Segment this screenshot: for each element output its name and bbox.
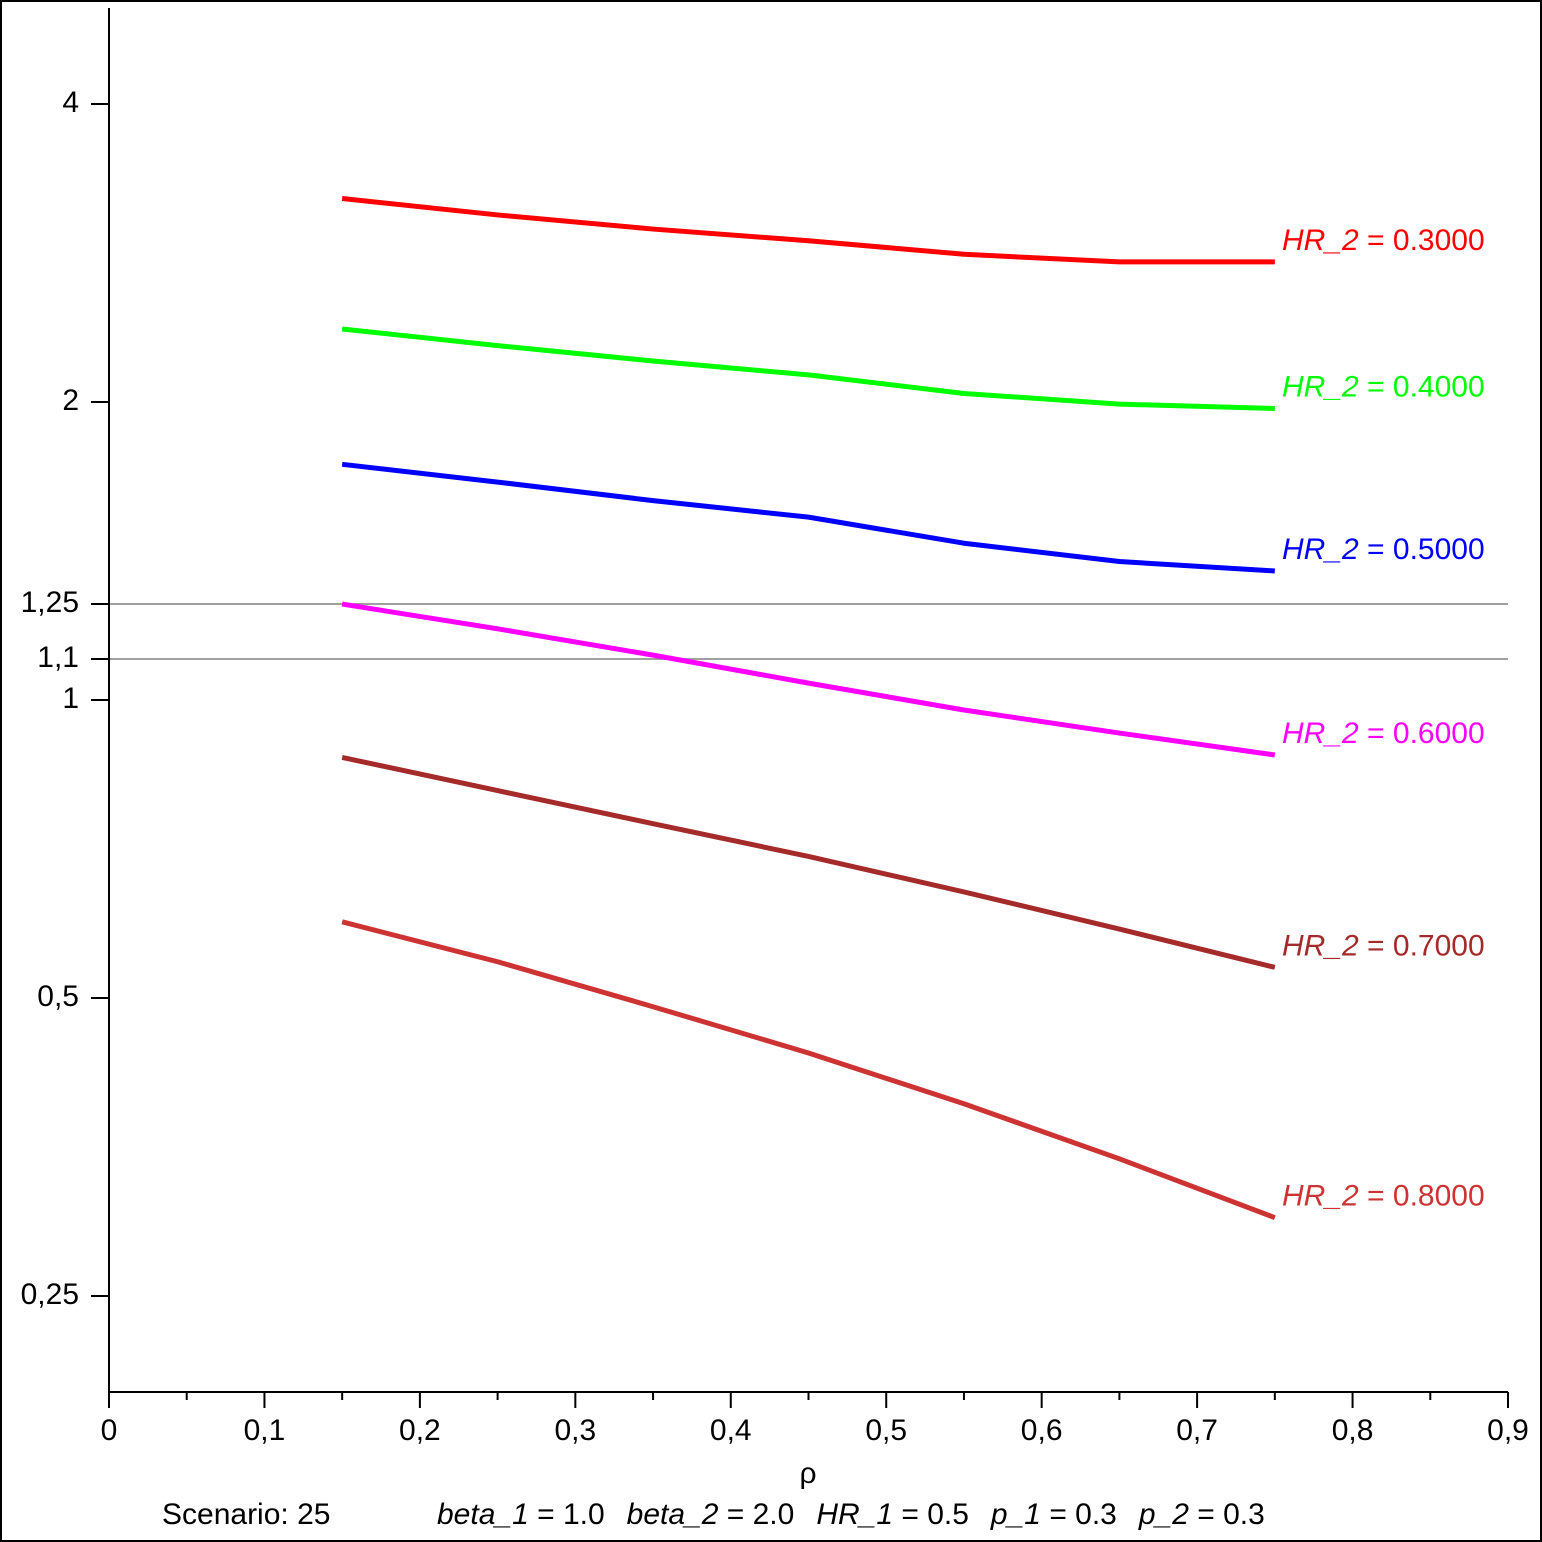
y-tick-label: 1,25 (21, 586, 79, 619)
x-tick-label: 0,9 (1487, 1414, 1529, 1447)
x-tick-label: 0,6 (1021, 1414, 1063, 1447)
parameter: p_2 = 0.3 (1138, 1498, 1265, 1531)
parameter: beta_2 = 2.0 (627, 1498, 795, 1531)
x-tick-label: 0,4 (710, 1414, 752, 1447)
y-tick-label: 0,25 (21, 1278, 79, 1311)
parameter: beta_1 = 1.0 (437, 1498, 605, 1531)
series-line (341, 601, 1276, 758)
x-tick-label: 0,2 (399, 1414, 441, 1447)
x-tick-label: 0 (101, 1414, 118, 1447)
parameter: HR_1 = 0.5 (816, 1498, 969, 1531)
x-tick-label: 0,8 (1332, 1414, 1374, 1447)
y-tick-label: 1,1 (37, 641, 79, 674)
series-line (341, 326, 1275, 411)
series-label: HR_2 = 0.4000 (1282, 370, 1485, 403)
series-label: HR_2 = 0.8000 (1282, 1180, 1485, 1213)
y-tick-label: 0,5 (37, 980, 79, 1013)
series-line (341, 754, 1276, 970)
x-axis-label: ρ (799, 1457, 816, 1490)
series-label: HR_2 = 0.6000 (1282, 717, 1485, 750)
y-tick-label: 2 (62, 384, 79, 417)
series-label: HR_2 = 0.7000 (1282, 929, 1485, 962)
parameter: p_1 = 0.3 (990, 1498, 1117, 1531)
series-label: HR_2 = 0.3000 (1282, 224, 1485, 257)
series-line (341, 196, 1275, 265)
y-tick-label: 1 (62, 682, 79, 715)
series-label: HR_2 = 0.5000 (1282, 533, 1485, 566)
x-tick-label: 0,5 (865, 1414, 907, 1447)
x-tick-label: 0,3 (554, 1414, 596, 1447)
series-line (341, 919, 1276, 1220)
caption: Scenario: 25 (162, 1498, 330, 1531)
x-tick-label: 0,1 (244, 1414, 286, 1447)
x-tick-label: 0,7 (1176, 1414, 1218, 1447)
series-line (341, 461, 1275, 574)
y-tick-label: 4 (62, 86, 79, 119)
